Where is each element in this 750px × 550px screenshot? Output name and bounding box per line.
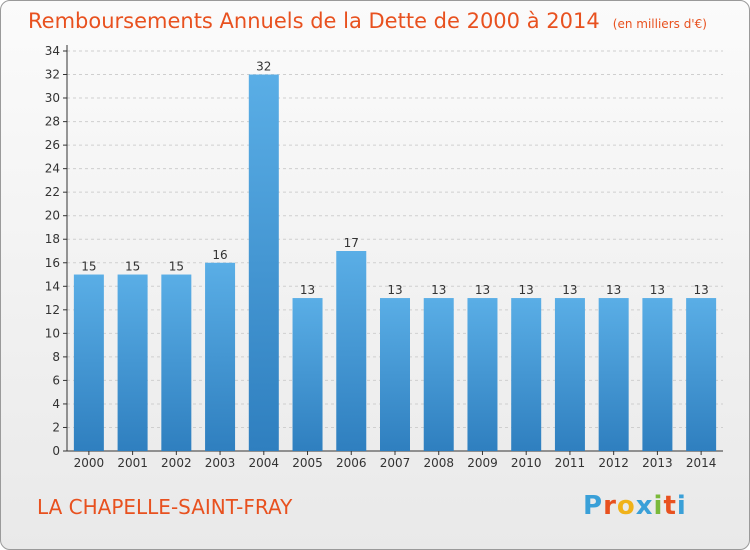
value-label-2002: 15 <box>169 260 184 274</box>
value-label-2005: 13 <box>300 283 315 297</box>
commune-name: LA CHAPELLE-SAINT-FRAY <box>37 495 293 519</box>
bar-2003 <box>205 262 236 451</box>
proxiti-logo: Proxiti <box>583 491 687 521</box>
title-row: Remboursements Annuels de la Dette de 20… <box>28 9 707 33</box>
y-tick-label: 18 <box>45 232 60 246</box>
bar-2009 <box>467 298 498 451</box>
bar-2013 <box>642 298 673 451</box>
bar-2008 <box>423 298 454 451</box>
chart-unit: (en milliers d'€) <box>612 17 707 31</box>
y-tick-label: 20 <box>45 209 60 223</box>
value-label-2011: 13 <box>562 283 577 297</box>
value-label-2007: 13 <box>387 283 402 297</box>
y-tick-label: 6 <box>52 373 60 387</box>
x-tick-label-2003: 2003 <box>205 456 236 470</box>
value-label-2001: 15 <box>125 260 140 274</box>
y-tick-label: 10 <box>45 326 60 340</box>
y-tick-label: 16 <box>45 256 60 270</box>
x-tick-label-2010: 2010 <box>511 456 542 470</box>
x-tick-label-2006: 2006 <box>336 456 367 470</box>
y-tick-label: 26 <box>45 138 60 152</box>
bar-2004 <box>248 74 279 451</box>
bar-2014 <box>686 298 717 451</box>
bars <box>73 74 717 451</box>
logo-letter: r <box>603 491 617 521</box>
x-tick-label-2000: 2000 <box>74 456 105 470</box>
logo-letter: P <box>583 491 604 521</box>
x-tick-label-2011: 2011 <box>555 456 586 470</box>
logo-letter: t <box>663 491 677 521</box>
y-tick-label: 14 <box>45 279 60 293</box>
value-label-2000: 15 <box>81 260 96 274</box>
x-tick-label-2005: 2005 <box>292 456 323 470</box>
x-tick-label-2002: 2002 <box>161 456 192 470</box>
x-tick-label-2007: 2007 <box>380 456 411 470</box>
x-tick-label-2008: 2008 <box>423 456 454 470</box>
y-tick-label: 28 <box>45 115 60 129</box>
logo-letter: x <box>635 491 654 521</box>
labels: 0246810121416182022242628303234152000152… <box>45 44 717 470</box>
value-label-2003: 16 <box>212 248 227 262</box>
bar-2010 <box>511 298 542 451</box>
logo-letter: i <box>676 491 687 521</box>
x-tick-label-2014: 2014 <box>686 456 717 470</box>
value-label-2013: 13 <box>650 283 665 297</box>
bar-2007 <box>380 298 410 451</box>
x-tick-label-2001: 2001 <box>117 456 148 470</box>
value-label-2004: 32 <box>256 60 271 74</box>
value-label-2012: 13 <box>606 283 621 297</box>
y-tick-label: 0 <box>52 444 60 458</box>
x-tick-label-2009: 2009 <box>467 456 498 470</box>
bar-2006 <box>336 251 367 451</box>
value-label-2008: 13 <box>431 283 446 297</box>
bar-2002 <box>161 274 192 451</box>
x-tick-label-2012: 2012 <box>598 456 629 470</box>
y-tick-label: 8 <box>52 350 60 364</box>
value-label-2006: 17 <box>344 236 359 250</box>
y-tick-label: 4 <box>52 397 60 411</box>
bar-2001 <box>117 274 148 451</box>
x-tick-label-2004: 2004 <box>249 456 280 470</box>
y-tick-label: 22 <box>45 185 60 199</box>
value-label-2010: 13 <box>519 283 534 297</box>
x-tick-label-2013: 2013 <box>642 456 673 470</box>
y-tick-label: 30 <box>45 91 60 105</box>
y-tick-label: 2 <box>52 420 60 434</box>
bar-2011 <box>554 298 585 451</box>
bar-2000 <box>73 274 104 451</box>
logo-letter: i <box>653 491 664 521</box>
logo-letter: o <box>616 491 636 521</box>
y-tick-label: 12 <box>45 303 60 317</box>
y-tick-label: 24 <box>45 162 60 176</box>
y-tick-label: 32 <box>45 68 60 82</box>
value-label-2014: 13 <box>693 283 708 297</box>
bar-2012 <box>598 298 629 451</box>
value-label-2009: 13 <box>475 283 490 297</box>
y-tick-label: 34 <box>45 44 60 58</box>
chart-title: Remboursements Annuels de la Dette de 20… <box>28 9 600 33</box>
bar-2005 <box>292 298 323 451</box>
